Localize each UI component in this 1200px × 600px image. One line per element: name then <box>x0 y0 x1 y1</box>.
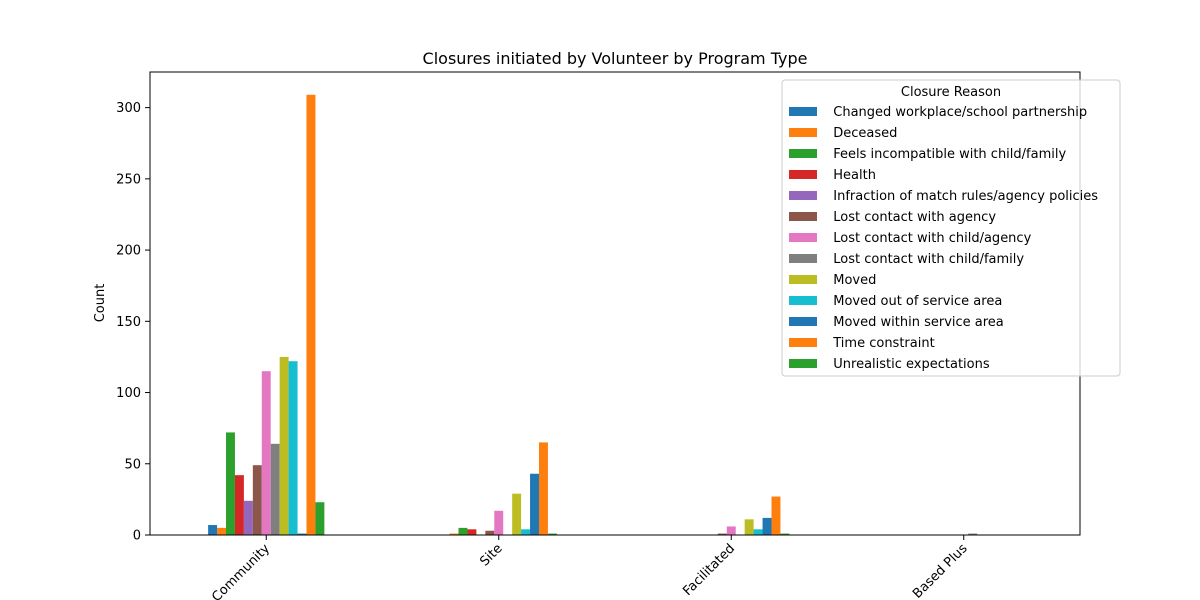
bars-group <box>208 94 978 535</box>
y-tick-label: 50 <box>124 457 141 472</box>
bar-1-1 <box>449 533 459 535</box>
legend-swatch <box>789 338 817 347</box>
legend-entry: Moved out of service area <box>825 294 1002 309</box>
legend-swatch <box>789 359 817 368</box>
legend-swatch <box>789 107 817 116</box>
bar-1-9 <box>521 529 531 535</box>
legend-swatch <box>789 170 817 179</box>
bar-1-2 <box>458 527 468 535</box>
y-tick-label: 100 <box>116 386 141 401</box>
legend-entry: Infraction of match rules/agency policie… <box>825 189 1098 204</box>
y-tick-label: 250 <box>116 172 141 187</box>
bar-1-11 <box>538 442 548 535</box>
legend-swatch <box>789 233 817 242</box>
bar-0-3 <box>234 475 244 535</box>
bar-2-12 <box>780 533 790 535</box>
bar-0-10 <box>297 533 307 535</box>
legend-swatch <box>789 212 817 221</box>
y-tick-label: 200 <box>116 244 141 259</box>
bar-2-9 <box>753 529 763 535</box>
y-tick-label: 300 <box>116 101 141 116</box>
bar-0-12 <box>315 502 325 535</box>
legend-title: Closure Reason <box>901 85 1001 100</box>
bar-0-7 <box>270 443 280 535</box>
y-axis-label: Count <box>93 284 108 323</box>
bar-2-10 <box>762 517 772 535</box>
legend-swatch <box>789 149 817 158</box>
legend-swatch <box>789 296 817 305</box>
bar-1-10 <box>530 473 539 535</box>
legend-entry: Lost contact with agency <box>825 210 996 225</box>
legend-swatch <box>789 254 817 263</box>
legend-swatch <box>789 191 817 200</box>
legend-entry: Changed workplace/school partnership <box>825 105 1087 120</box>
legend-entry: Moved within service area <box>825 315 1004 330</box>
bar-0-11 <box>306 94 316 535</box>
y-tick-label: 0 <box>133 529 141 544</box>
legend-entry: Unrealistic expectations <box>825 357 990 372</box>
bar-3-7 <box>968 533 978 535</box>
chart-title: Closures initiated by Volunteer by Progr… <box>423 49 808 68</box>
bar-1-6 <box>494 510 504 535</box>
bar-1-12 <box>547 533 557 535</box>
bar-1-5 <box>485 530 495 535</box>
legend-swatch <box>789 317 817 326</box>
bar-0-1 <box>217 527 227 535</box>
legend-entry: Feels incompatible with child/family <box>825 147 1066 162</box>
bar-0-2 <box>226 432 235 535</box>
bar-0-5 <box>252 465 262 535</box>
bar-1-3 <box>467 529 477 535</box>
bar-0-6 <box>261 371 271 535</box>
bar-2-11 <box>771 496 781 535</box>
legend: Closure Reason Changed workplace/school … <box>781 79 1121 377</box>
legend-entry: Time constraint <box>825 336 935 351</box>
legend-swatch <box>789 275 817 284</box>
legend-entry: Lost contact with child/family <box>825 252 1024 267</box>
bar-0-9 <box>288 361 298 535</box>
bar-0-4 <box>243 500 253 535</box>
y-axis: 0 50 100 150 200 250 300 <box>116 101 150 544</box>
legend-entry: Deceased <box>825 126 897 141</box>
legend-entry: Health <box>825 168 876 183</box>
legend-entry: Moved <box>825 273 876 288</box>
bar-0-0 <box>208 525 218 535</box>
legend-swatch <box>789 128 817 137</box>
legend-entry: Lost contact with child/agency <box>825 231 1032 246</box>
bar-2-5 <box>717 533 727 535</box>
bar-1-8 <box>512 493 522 535</box>
bar-0-8 <box>279 356 289 535</box>
legend-box <box>781 79 1121 377</box>
bar-2-6 <box>726 526 736 535</box>
y-tick-label: 150 <box>116 315 141 330</box>
bar-2-8 <box>744 519 754 535</box>
